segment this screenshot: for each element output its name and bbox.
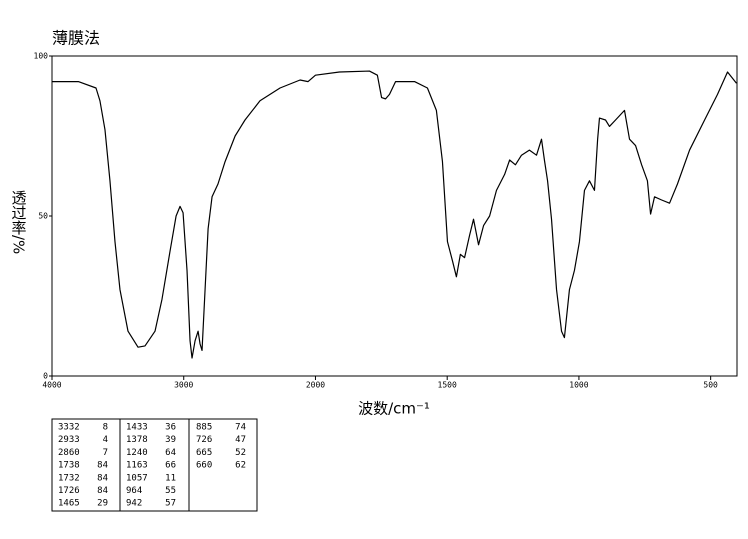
peak-wavenumber: 1057 — [126, 473, 148, 483]
peak-wavenumber: 660 — [196, 461, 212, 471]
peak-transmittance: 8 — [103, 423, 108, 433]
peak-wavenumber: 964 — [126, 486, 142, 496]
peak-transmittance: 64 — [165, 448, 176, 458]
x-axis-label: 波数/cm⁻¹ — [358, 400, 430, 418]
peak-wavenumber: 1732 — [58, 473, 80, 483]
peak-transmittance: 84 — [97, 486, 108, 496]
peak-transmittance: 39 — [165, 435, 176, 445]
peak-wavenumber: 1240 — [126, 448, 148, 458]
peak-wavenumber: 3332 — [58, 423, 80, 433]
y-tick-label: 50 — [38, 212, 48, 221]
peak-transmittance: 36 — [165, 423, 176, 433]
x-tick-label: 1000 — [569, 381, 588, 390]
peak-wavenumber: 2933 — [58, 435, 80, 445]
x-tick-label: 2000 — [306, 381, 325, 390]
peak-wavenumber: 1726 — [58, 486, 80, 496]
x-tick-label: 4000 — [42, 381, 61, 390]
peak-wavenumber: 942 — [126, 499, 142, 509]
peak-transmittance: 55 — [165, 486, 176, 496]
x-tick-label: 3000 — [174, 381, 193, 390]
peak-wavenumber: 1738 — [58, 461, 80, 471]
peak-transmittance: 66 — [165, 461, 176, 471]
spectrum-line — [52, 70, 737, 359]
y-axis-label: 透过率/% — [10, 190, 28, 254]
peak-wavenumber: 1465 — [58, 499, 80, 509]
peak-transmittance: 57 — [165, 499, 176, 509]
peak-table-frame — [51, 418, 258, 512]
y-tick-label: 100 — [34, 52, 49, 61]
peak-transmittance: 74 — [235, 423, 246, 433]
peak-wavenumber: 885 — [196, 423, 212, 433]
peak-transmittance: 7 — [103, 448, 108, 458]
peak-transmittance: 52 — [235, 448, 246, 458]
peak-transmittance: 4 — [103, 435, 108, 445]
peak-transmittance: 84 — [97, 461, 108, 471]
peak-wavenumber: 726 — [196, 435, 212, 445]
x-tick-label: 500 — [703, 381, 718, 390]
peak-wavenumber: 2860 — [58, 448, 80, 458]
peak-wavenumber: 1433 — [126, 423, 148, 433]
peak-transmittance: 47 — [235, 435, 246, 445]
peak-wavenumber: 665 — [196, 448, 212, 458]
peak-transmittance: 62 — [235, 461, 246, 471]
chart-title: 薄膜法 — [52, 29, 100, 48]
peak-wavenumber: 1163 — [126, 461, 148, 471]
y-tick-label: 0 — [43, 372, 48, 381]
peak-transmittance: 84 — [97, 473, 108, 483]
peak-wavenumber: 1378 — [126, 435, 148, 445]
peak-transmittance: 11 — [165, 473, 176, 483]
x-tick-label: 1500 — [438, 381, 457, 390]
peak-transmittance: 29 — [97, 499, 108, 509]
plot-frame — [51, 55, 738, 377]
